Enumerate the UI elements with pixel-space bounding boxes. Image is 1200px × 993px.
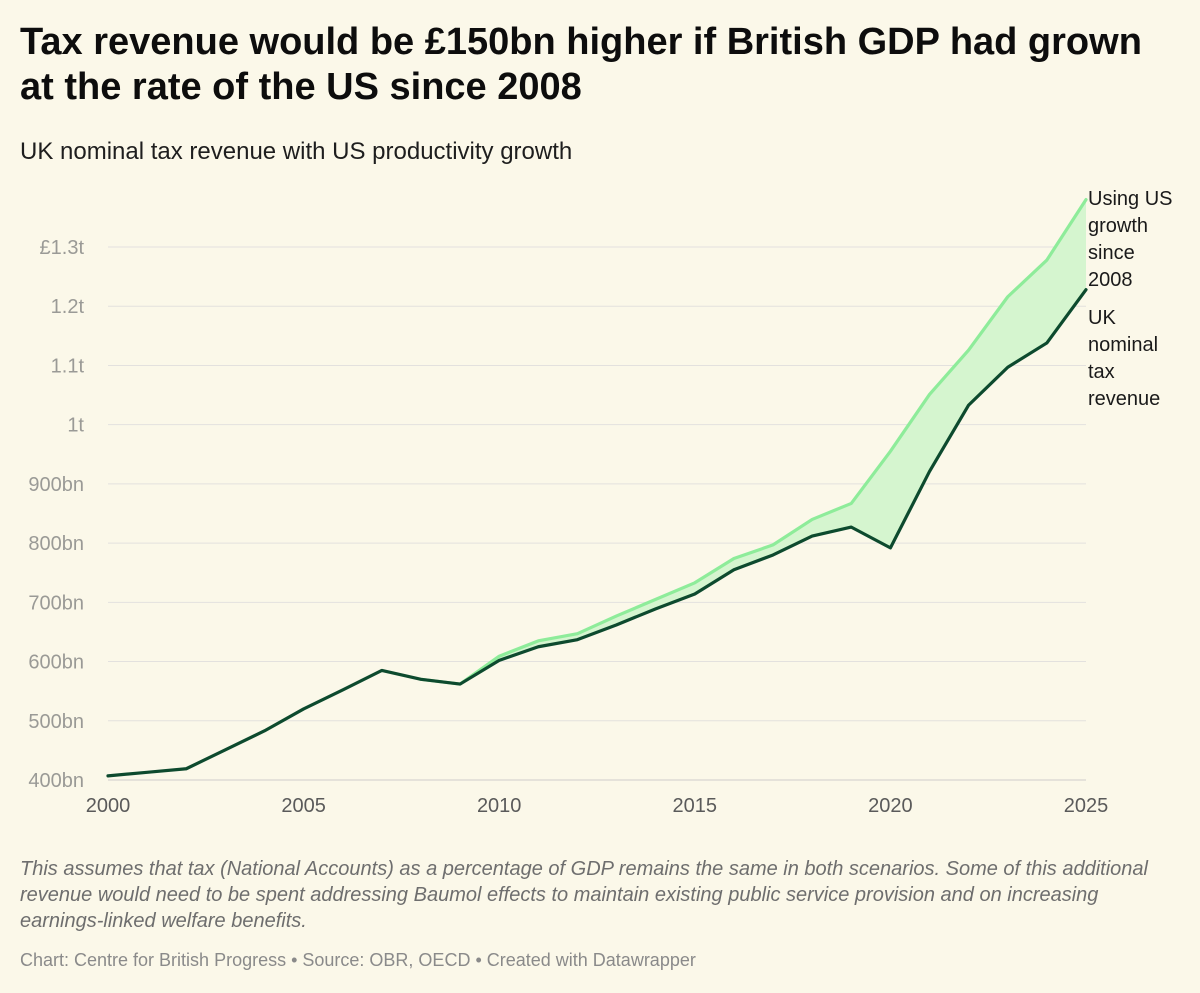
- x-tick-label: 2025: [1064, 795, 1109, 817]
- us-growth-series-label: Using US growth since 2008: [1088, 188, 1172, 291]
- chart-title: Tax revenue would be £150bn higher if Br…: [20, 21, 1142, 108]
- y-tick-label: 600bn: [28, 652, 84, 674]
- y-tick-label: 800bn: [28, 533, 84, 555]
- y-tick-label: 1t: [67, 415, 84, 437]
- uk-tax-revenue-line: [106, 288, 1088, 778]
- x-tick-label: 2020: [868, 795, 913, 817]
- line-chart: 400bn 500bn 600bn 700bn 800bn 900bn 1t 1.1t 1.2t…: [28, 188, 1172, 817]
- us-growth-line: [419, 198, 1088, 686]
- y-tick-label: 500bn: [28, 711, 84, 733]
- y-tick-label: 1.2t: [51, 296, 85, 318]
- y-tick-label: 700bn: [28, 592, 84, 614]
- chart-source: Chart: Centre for British Progress • Sou…: [20, 950, 696, 970]
- y-tick-label: 400bn: [28, 770, 84, 792]
- x-tick-label: 2010: [477, 795, 522, 817]
- y-tick-label: 1.1t: [51, 355, 85, 377]
- x-tick-label: 2005: [281, 795, 326, 817]
- chart-subtitle: UK nominal tax revenue with US productiv…: [20, 138, 573, 165]
- y-tick-label: 900bn: [28, 474, 84, 496]
- gap-area: [420, 199, 1087, 685]
- uk-tax-series-label: UK nominal tax revenue: [1088, 307, 1160, 410]
- x-tick-label: 2000: [86, 795, 131, 817]
- chart-note: This assumes that tax (National Accounts…: [20, 858, 1148, 932]
- y-tick-label: £1.3t: [40, 237, 85, 259]
- x-tick-label: 2015: [673, 795, 718, 817]
